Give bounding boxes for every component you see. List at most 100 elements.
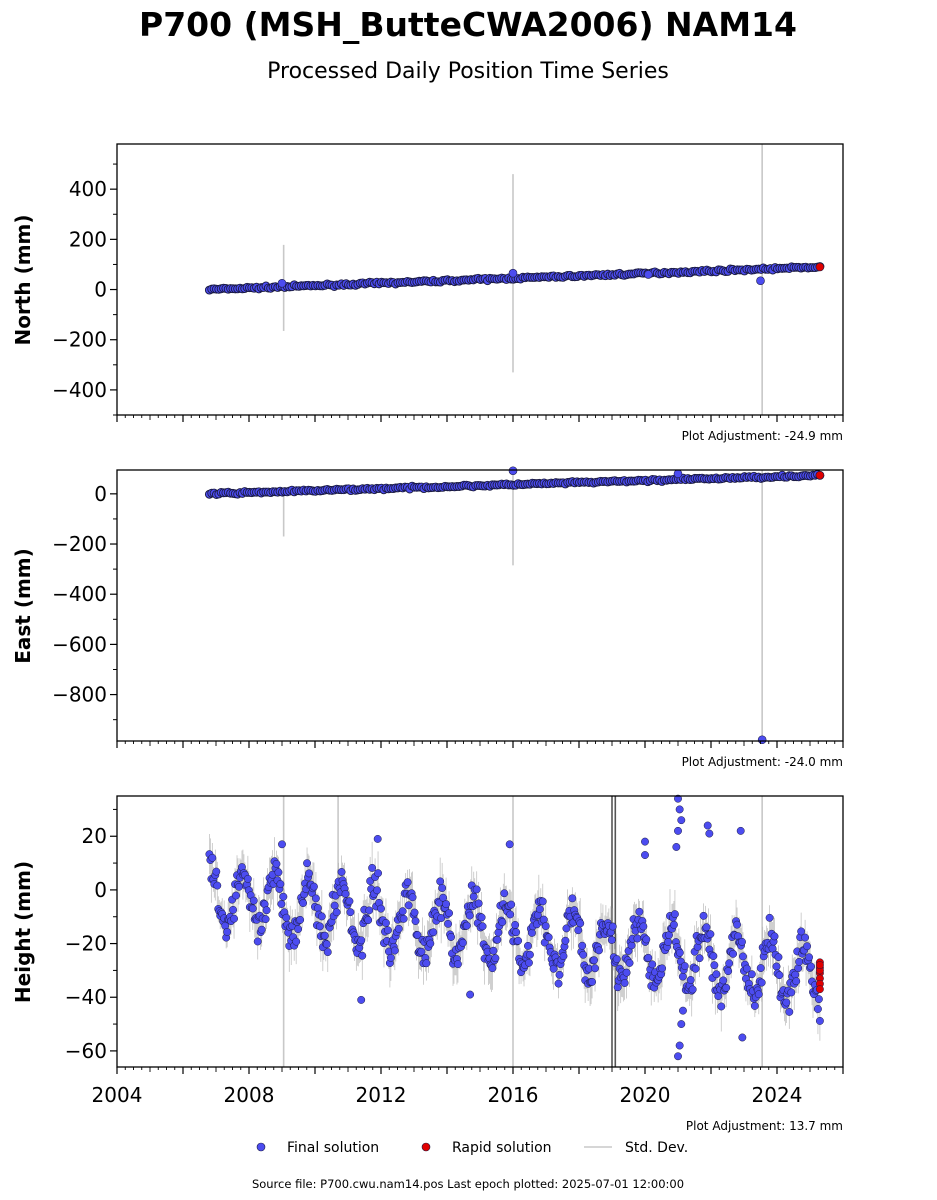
north-ytick-label: 400 bbox=[69, 177, 107, 201]
height-final-point bbox=[232, 891, 240, 900]
north-rapid-point bbox=[815, 262, 825, 272]
height-ticks: 20 0 −20 −40 −60 2004 2008 2012 2016 2020 2024 bbox=[65, 808, 844, 1107]
east-plot-frame bbox=[116, 469, 844, 742]
height-final-point bbox=[677, 1020, 686, 1029]
height-xtick-label: 2016 bbox=[488, 1083, 539, 1107]
height-final-point bbox=[212, 867, 221, 876]
height-final-point bbox=[426, 939, 435, 948]
east-final-point bbox=[508, 466, 518, 476]
height-final-point bbox=[642, 935, 651, 944]
height-final-point bbox=[514, 936, 523, 945]
height-final-point bbox=[373, 834, 382, 843]
height-final-point bbox=[527, 928, 536, 937]
height-final-point bbox=[670, 910, 679, 919]
legend: Final solution Rapid solution Std. Dev. bbox=[256, 1140, 688, 1156]
height-final-point bbox=[411, 917, 420, 926]
height-final-point bbox=[341, 889, 350, 898]
height-final-point bbox=[277, 900, 286, 908]
height-final-point bbox=[311, 894, 320, 903]
height-final-point bbox=[386, 953, 395, 962]
east-adjustment-label: Plot Adjustment: -24.0 mm bbox=[682, 755, 843, 769]
height-final-point bbox=[738, 1033, 747, 1042]
legend-final-label: Final solution bbox=[287, 1140, 379, 1156]
height-final-point bbox=[612, 955, 621, 964]
height-final-point bbox=[330, 901, 339, 910]
legend-std-label: Std. Dev. bbox=[625, 1140, 688, 1156]
height-final-point bbox=[438, 884, 447, 892]
north-ylabel: North (mm) bbox=[11, 214, 35, 345]
height-final-point bbox=[489, 946, 498, 955]
height-final-point bbox=[447, 933, 455, 941]
height-final-point bbox=[357, 936, 366, 945]
height-final-point bbox=[725, 959, 734, 968]
height-final-point bbox=[292, 937, 301, 946]
height-final-point bbox=[679, 1006, 687, 1015]
height-final-point bbox=[803, 942, 812, 951]
height-final-point bbox=[458, 938, 467, 947]
height-final-point bbox=[774, 953, 783, 962]
east-points bbox=[204, 466, 825, 745]
legend-rapid-label: Rapid solution bbox=[452, 1140, 552, 1156]
height-final-point bbox=[722, 983, 731, 992]
height-plot-frame bbox=[116, 795, 844, 1068]
height-final-point bbox=[559, 952, 568, 961]
north-final-point bbox=[508, 268, 518, 278]
height-final-point bbox=[738, 937, 746, 946]
east-ytick-label: −800 bbox=[52, 683, 107, 707]
north-final-point bbox=[277, 278, 287, 288]
height-final-point bbox=[805, 953, 814, 962]
height-final-point bbox=[669, 920, 678, 929]
height-final-point bbox=[710, 961, 719, 970]
height-final-point bbox=[695, 954, 704, 963]
height-final-point bbox=[249, 896, 258, 905]
height-final-point bbox=[674, 794, 682, 803]
height-final-point bbox=[807, 962, 815, 971]
height-final-point bbox=[712, 970, 721, 979]
height-final-point bbox=[525, 950, 534, 959]
height-ylabel: Height (mm) bbox=[11, 861, 35, 1003]
height-final-point bbox=[506, 910, 515, 919]
north-ticks: 400 200 0 −200 −400 bbox=[52, 163, 844, 422]
height-final-point bbox=[579, 950, 588, 959]
north-ytick-label: 0 bbox=[94, 278, 107, 302]
north-adjustment-label: Plot Adjustment: -24.9 mm bbox=[682, 429, 843, 443]
height-final-point bbox=[706, 930, 715, 939]
height-final-point bbox=[703, 821, 712, 830]
height-final-point bbox=[213, 881, 222, 890]
height-final-point bbox=[299, 899, 308, 907]
height-final-point bbox=[466, 990, 475, 999]
height-final-point bbox=[365, 906, 374, 915]
height-final-point bbox=[462, 921, 471, 930]
height-final-point bbox=[390, 946, 399, 955]
height-final-point bbox=[709, 952, 718, 960]
height-final-point bbox=[719, 976, 728, 985]
height-final-point bbox=[511, 920, 520, 929]
height-final-point bbox=[243, 874, 252, 883]
east-error-bars bbox=[282, 470, 763, 741]
height-final-point bbox=[555, 970, 564, 979]
height-final-point bbox=[675, 805, 684, 814]
height-final-point bbox=[525, 958, 533, 967]
height-final-point bbox=[772, 962, 781, 971]
height-final-point bbox=[491, 954, 500, 963]
height-panel: 20 0 −20 −40 −60 2004 2008 2012 2016 2020 2024 Hei… bbox=[11, 794, 844, 1133]
height-final-point bbox=[230, 914, 239, 923]
north-ytick-label: 200 bbox=[69, 227, 107, 251]
height-final-point bbox=[625, 959, 634, 967]
height-final-point bbox=[315, 922, 324, 931]
height-final-point bbox=[658, 964, 667, 973]
height-ytick-label: −60 bbox=[65, 1039, 107, 1063]
height-final-point bbox=[444, 919, 453, 928]
north-final-point bbox=[756, 276, 765, 286]
height-rapid-point bbox=[815, 961, 824, 969]
north-ytick-label: −400 bbox=[52, 378, 107, 402]
height-final-point bbox=[750, 1001, 759, 1010]
east-ytick-label: 0 bbox=[94, 482, 107, 506]
height-final-point bbox=[493, 935, 502, 944]
height-final-point bbox=[337, 868, 346, 876]
height-final-point bbox=[678, 972, 687, 981]
height-final-point bbox=[742, 964, 751, 973]
height-final-point bbox=[512, 928, 521, 937]
height-final-point bbox=[442, 900, 451, 909]
height-final-point bbox=[278, 840, 286, 849]
